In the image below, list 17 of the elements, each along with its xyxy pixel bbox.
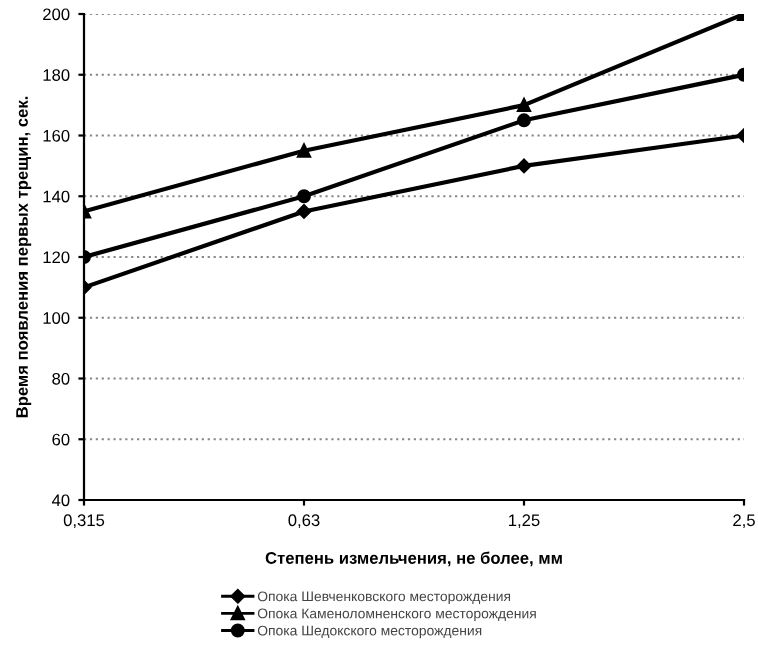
x-tick-label: 0,315 xyxy=(63,514,105,529)
y-tick-label: 60 xyxy=(52,433,70,446)
y-axis-title: Время появления первых трещин, сек. xyxy=(16,96,32,418)
x-tick-label: 0,63 xyxy=(288,514,320,529)
point xyxy=(297,143,311,158)
x-axis-title: Степень измельчения, не более, мм xyxy=(265,551,562,567)
y-tick-label: 100 xyxy=(43,312,70,324)
y-tick-label: 140 xyxy=(43,190,70,203)
x-tick-label: 1,25 xyxy=(509,514,540,529)
y-tick-label: 160 xyxy=(43,129,70,142)
y-tick-label: 200 xyxy=(43,8,70,21)
y-tick-label: 80 xyxy=(52,372,70,385)
point xyxy=(517,98,531,113)
y-tick-label: 40 xyxy=(51,494,70,507)
y-tick-label: 180 xyxy=(43,69,70,81)
x-tick-label: 2,5 xyxy=(733,514,755,529)
y-tick-label: 120 xyxy=(43,251,70,264)
